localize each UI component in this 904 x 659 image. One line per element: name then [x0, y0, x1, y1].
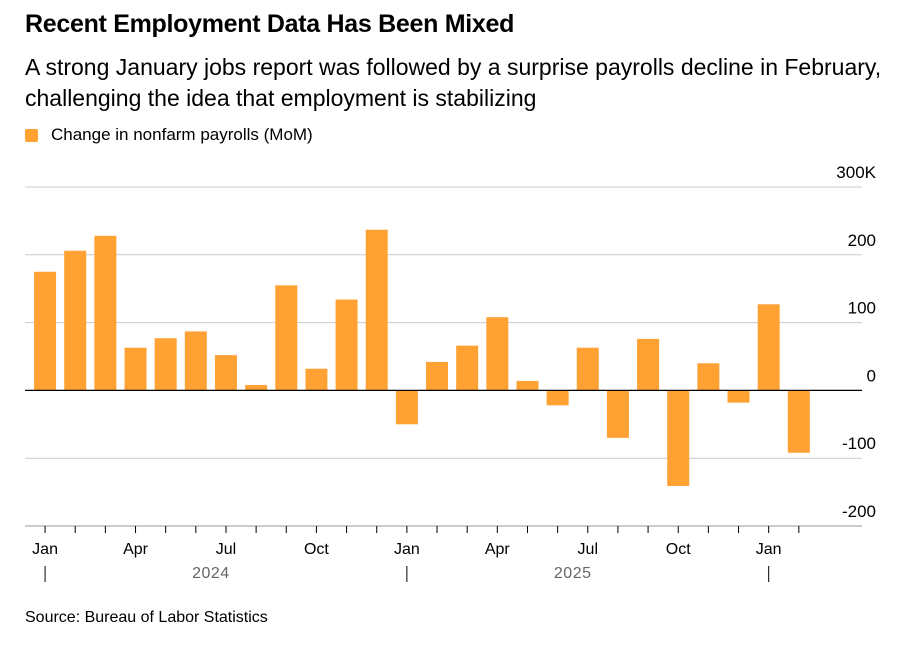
y-tick-label: 200 — [848, 231, 876, 250]
bar — [516, 380, 539, 391]
bar — [335, 299, 358, 391]
x-tick-label: Oct — [666, 541, 691, 558]
year-label: 2024 — [192, 565, 230, 582]
bar — [787, 390, 810, 453]
bar — [34, 271, 57, 391]
bar — [275, 285, 298, 391]
bar — [757, 304, 780, 391]
y-tick-label: 300K — [836, 163, 876, 182]
y-tick-label: -100 — [842, 434, 876, 453]
x-tick-label: Jan — [756, 541, 782, 558]
x-tick-label: Jul — [216, 541, 236, 558]
bar — [94, 235, 117, 391]
bar — [64, 250, 87, 391]
bar — [124, 347, 147, 391]
bar — [305, 368, 328, 391]
bar — [154, 338, 177, 391]
bar-chart: -200 -100 0 100 200 300K Jan Apr Jul Oct Jan Apr Jul… — [25, 163, 877, 582]
bar — [576, 347, 599, 391]
bar — [395, 390, 418, 425]
bar — [727, 390, 750, 403]
bar — [546, 390, 569, 406]
x-tick-label: Apr — [485, 541, 511, 558]
bar — [245, 384, 268, 391]
bars — [34, 229, 810, 486]
x-tick-label: Oct — [304, 541, 329, 558]
bar — [426, 361, 449, 391]
chart-title: Recent Employment Data Has Been Mixed — [25, 10, 515, 38]
y-tick-label: -200 — [842, 502, 876, 521]
x-tick-label: Jul — [578, 541, 598, 558]
bar — [486, 317, 509, 391]
bar — [365, 229, 388, 391]
legend: Change in nonfarm payrolls (MoM) — [25, 125, 313, 145]
x-tick-label: Jan — [32, 541, 58, 558]
bar — [606, 390, 629, 438]
bar — [637, 338, 660, 391]
bar — [697, 363, 720, 391]
y-tick-label: 0 — [867, 366, 876, 385]
legend-swatch — [25, 128, 38, 142]
source-note: Source: Bureau of Labor Statistics — [25, 609, 268, 626]
legend-label: Change in nonfarm payrolls (MoM) — [51, 125, 313, 144]
bar — [184, 331, 207, 391]
y-tick-label: 100 — [848, 299, 876, 318]
grid-lines — [25, 186, 862, 527]
axes: -200 -100 0 100 200 300K Jan Apr Jul Oct Jan Apr Jul… — [25, 163, 877, 582]
bar — [667, 390, 690, 486]
year-label: 2025 — [554, 565, 592, 582]
bar — [214, 355, 237, 391]
chart-subtitle: A strong January jobs report was followe… — [25, 54, 882, 111]
x-tick-label: Jan — [394, 541, 420, 558]
bar — [456, 345, 479, 391]
x-tick-label: Apr — [123, 541, 149, 558]
